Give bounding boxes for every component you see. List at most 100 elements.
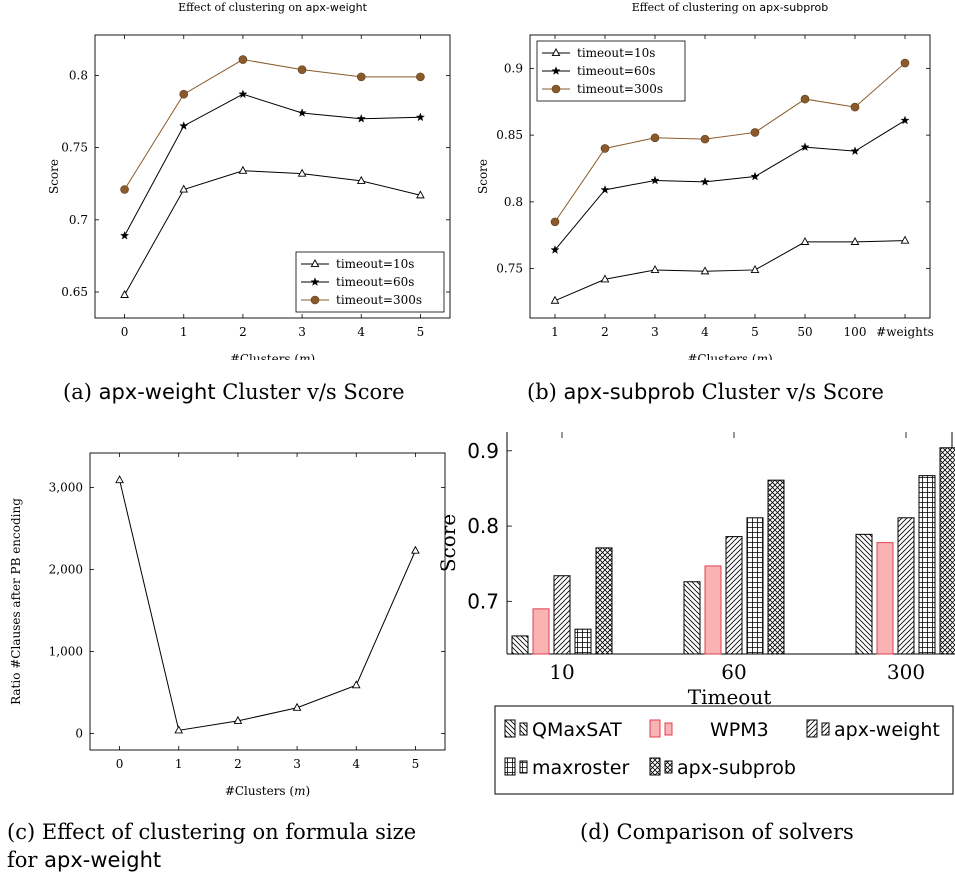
data-point [801, 238, 808, 245]
panel-d: 0.70.80.91060300TimeoutScoreQMaxSATWPM3a… [430, 420, 955, 810]
data-point [116, 476, 123, 483]
bar [940, 448, 955, 654]
data-point [353, 681, 360, 688]
legend-marker [311, 296, 319, 304]
y-tick-label: 2,000 [49, 563, 83, 577]
legend-label: timeout=60s [336, 275, 414, 289]
data-point [239, 56, 247, 64]
bar [856, 534, 872, 654]
legend-label: timeout=60s [577, 64, 655, 78]
data-point [121, 291, 128, 298]
legend-swatch-small [665, 723, 672, 735]
chart-c: 01234501,0002,0003,000#Clusters (m)Ratio… [0, 430, 470, 800]
data-point [416, 73, 424, 81]
data-point [651, 134, 659, 142]
data-point [298, 170, 305, 177]
series-line [125, 60, 421, 190]
x-tick-label: 60 [721, 660, 746, 684]
legend-swatch-small [665, 761, 672, 773]
data-point [651, 266, 658, 273]
legend-swatch [807, 720, 817, 737]
caption-b-name: apx-subprob [564, 380, 695, 404]
legend-marker [552, 85, 560, 93]
legend-label: WPM3 [710, 719, 769, 741]
data-point [751, 266, 758, 273]
data-point [121, 232, 129, 240]
y-axis-label: Score [476, 159, 490, 194]
caption-a-rest: Cluster v/s Score [216, 380, 405, 404]
x-tick-label: 2 [234, 757, 242, 771]
legend-label: apx-subprob [677, 757, 796, 779]
chart-a: Effect of clustering on apx-weight012345… [0, 0, 470, 360]
legend-swatch-small [520, 723, 527, 735]
data-point [851, 103, 859, 111]
legend-swatch-small [520, 761, 527, 773]
x-tick-label: 1 [175, 757, 183, 771]
caption-d-text: (d) Comparison of solvers [580, 820, 854, 844]
y-tick-label: 0.8 [504, 195, 523, 209]
chart-d: 0.70.80.91060300TimeoutScoreQMaxSATWPM3a… [430, 420, 955, 810]
x-tick-label: 3 [651, 325, 659, 339]
data-point [901, 237, 908, 244]
data-point [239, 167, 246, 174]
data-point [180, 90, 188, 98]
data-point [851, 238, 858, 245]
bar [898, 518, 914, 654]
x-tick-label: 5 [412, 757, 420, 771]
caption-a: (a) apx-weight Cluster v/s Score [63, 378, 405, 406]
data-point [651, 176, 659, 184]
x-tick-label: 100 [844, 325, 867, 339]
data-point [701, 178, 709, 186]
y-tick-label: 0.8 [69, 68, 88, 82]
y-tick-label: 0.75 [61, 141, 88, 155]
caption-b-prefix: (b) [527, 380, 564, 404]
legend-label: timeout=300s [577, 82, 663, 96]
legend-swatch [650, 720, 660, 737]
x-axis-label: #Clusters (m) [687, 352, 772, 360]
caption-c-name: apx-weight [44, 848, 161, 872]
legend-label: timeout=10s [336, 257, 414, 271]
bar [919, 476, 935, 654]
data-point [298, 66, 306, 74]
data-point [357, 73, 365, 81]
y-tick-label: 0.7 [467, 589, 499, 613]
x-tick-label: #weights [876, 325, 934, 339]
x-axis-label: Timeout [688, 685, 772, 709]
data-point [701, 267, 708, 274]
bar [705, 566, 721, 654]
caption-c-line2: for apx-weight [7, 846, 416, 874]
data-point [601, 186, 609, 194]
y-tick-label: 0.65 [61, 285, 88, 299]
series-line [555, 120, 905, 249]
series-line [120, 480, 416, 730]
x-tick-label: 2 [239, 325, 247, 339]
legend-label: timeout=300s [336, 293, 422, 307]
data-point [901, 59, 909, 67]
panel-a: Effect of clustering on apx-weight012345… [0, 0, 470, 360]
legend-label: timeout=10s [577, 46, 655, 60]
y-tick-label: 1,000 [49, 645, 83, 659]
chart-title: Effect of clustering on apx-subprob [632, 1, 828, 14]
x-tick-label: 0 [116, 757, 124, 771]
caption-b: (b) apx-subprob Cluster v/s Score [527, 378, 884, 406]
y-tick-label: 0.9 [467, 439, 499, 463]
y-tick-label: 0.8 [467, 514, 499, 538]
x-tick-label: 5 [417, 325, 425, 339]
legend-swatch [505, 720, 515, 737]
caption-c-line2-prefix: for [7, 848, 44, 872]
plot-frame [90, 453, 445, 750]
legend-swatch [650, 758, 660, 775]
y-tick-label: 0.75 [496, 262, 523, 276]
data-point [801, 143, 809, 151]
x-tick-label: 4 [357, 325, 365, 339]
data-point [298, 109, 306, 117]
x-tick-label: 300 [887, 660, 925, 684]
data-point [751, 128, 759, 136]
y-tick-label: 0.9 [504, 61, 523, 75]
data-point [357, 115, 365, 123]
caption-a-name: apx-weight [99, 380, 216, 404]
bar [554, 576, 570, 654]
data-point [551, 218, 559, 226]
x-tick-label: 3 [298, 325, 306, 339]
data-point [180, 122, 188, 130]
